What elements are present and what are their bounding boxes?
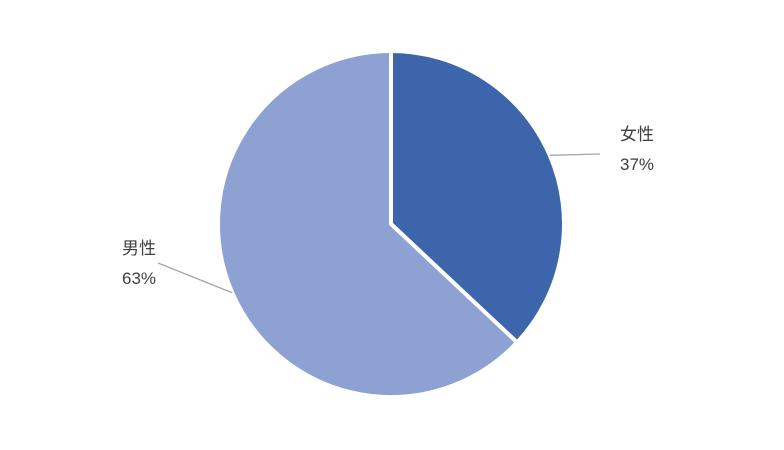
data-label-male: 男性 63% <box>122 234 156 294</box>
data-label-male-category: 男性 <box>122 239 156 258</box>
pie-slice-female[interactable] <box>389 49 567 345</box>
data-label-female-value: 37% <box>620 155 655 174</box>
pie-slice-male[interactable] <box>216 49 520 399</box>
leader-line-female <box>549 153 601 156</box>
data-label-female: 女性 37% <box>620 120 654 180</box>
leader-line-male <box>157 262 233 294</box>
data-label-male-value: 63% <box>122 269 157 288</box>
data-label-female-category: 女性 <box>620 125 654 144</box>
